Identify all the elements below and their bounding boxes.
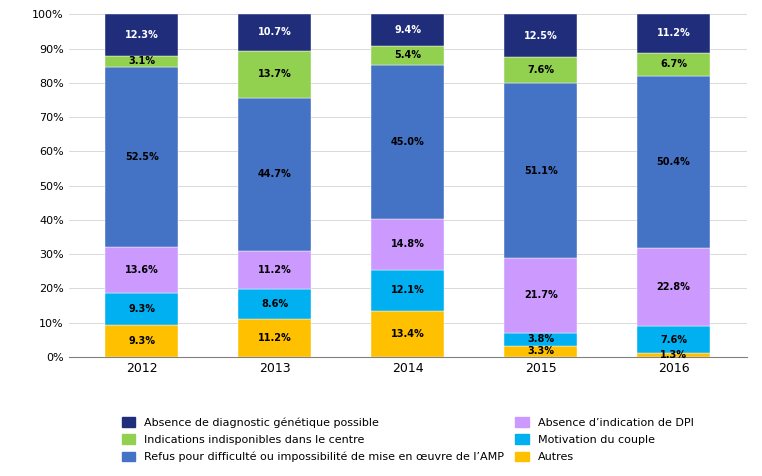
Text: 9.4%: 9.4% bbox=[394, 25, 421, 35]
Text: 3.8%: 3.8% bbox=[527, 334, 554, 344]
Bar bbox=[238, 318, 311, 357]
Text: 11.2%: 11.2% bbox=[258, 333, 292, 343]
Text: 14.8%: 14.8% bbox=[391, 239, 424, 249]
Bar bbox=[371, 14, 444, 46]
Bar bbox=[238, 50, 311, 98]
Bar bbox=[238, 251, 311, 289]
Text: 7.6%: 7.6% bbox=[660, 335, 687, 345]
Bar bbox=[637, 248, 710, 327]
Text: 5.4%: 5.4% bbox=[394, 50, 421, 60]
Bar bbox=[504, 57, 578, 83]
Text: 9.3%: 9.3% bbox=[128, 336, 155, 346]
Text: 12.1%: 12.1% bbox=[391, 285, 424, 295]
Bar bbox=[238, 289, 311, 318]
Bar bbox=[637, 353, 710, 357]
Bar bbox=[504, 83, 578, 258]
Text: 3.3%: 3.3% bbox=[527, 347, 554, 357]
Text: 3.1%: 3.1% bbox=[128, 56, 155, 67]
Text: 10.7%: 10.7% bbox=[258, 27, 292, 37]
Text: 13.6%: 13.6% bbox=[125, 265, 158, 275]
Bar bbox=[105, 56, 178, 67]
Bar bbox=[504, 333, 578, 346]
Bar bbox=[371, 311, 444, 357]
Bar bbox=[105, 325, 178, 357]
Text: 1.3%: 1.3% bbox=[660, 350, 687, 360]
Bar bbox=[637, 14, 710, 53]
Legend: Absence de diagnostic génétique possible, Indications indisponibles dans le cent: Absence de diagnostic génétique possible… bbox=[119, 414, 696, 466]
Bar bbox=[105, 14, 178, 56]
Bar bbox=[105, 247, 178, 293]
Text: 12.3%: 12.3% bbox=[125, 30, 158, 40]
Bar bbox=[371, 46, 444, 65]
Text: 6.7%: 6.7% bbox=[660, 59, 687, 69]
Text: 13.4%: 13.4% bbox=[391, 329, 424, 339]
Bar bbox=[371, 219, 444, 269]
Bar bbox=[105, 67, 178, 247]
Text: 44.7%: 44.7% bbox=[258, 169, 292, 179]
Bar bbox=[504, 14, 578, 57]
Bar bbox=[371, 269, 444, 311]
Bar bbox=[238, 14, 311, 50]
Text: 11.2%: 11.2% bbox=[258, 265, 292, 275]
Bar bbox=[238, 98, 311, 251]
Bar bbox=[637, 327, 710, 353]
Text: 9.3%: 9.3% bbox=[128, 304, 155, 314]
Bar bbox=[637, 53, 710, 76]
Bar bbox=[637, 76, 710, 248]
Text: 21.7%: 21.7% bbox=[523, 290, 558, 300]
Text: 50.4%: 50.4% bbox=[657, 157, 690, 167]
Text: 45.0%: 45.0% bbox=[391, 137, 424, 147]
Bar bbox=[105, 293, 178, 325]
Bar bbox=[504, 346, 578, 357]
Text: 52.5%: 52.5% bbox=[125, 152, 158, 162]
Bar bbox=[371, 65, 444, 219]
Text: 12.5%: 12.5% bbox=[523, 30, 558, 41]
Text: 51.1%: 51.1% bbox=[523, 166, 558, 176]
Text: 11.2%: 11.2% bbox=[657, 29, 690, 39]
Text: 7.6%: 7.6% bbox=[527, 65, 554, 75]
Text: 13.7%: 13.7% bbox=[258, 69, 292, 79]
Bar bbox=[504, 258, 578, 333]
Text: 8.6%: 8.6% bbox=[261, 299, 288, 309]
Text: 22.8%: 22.8% bbox=[657, 282, 690, 292]
